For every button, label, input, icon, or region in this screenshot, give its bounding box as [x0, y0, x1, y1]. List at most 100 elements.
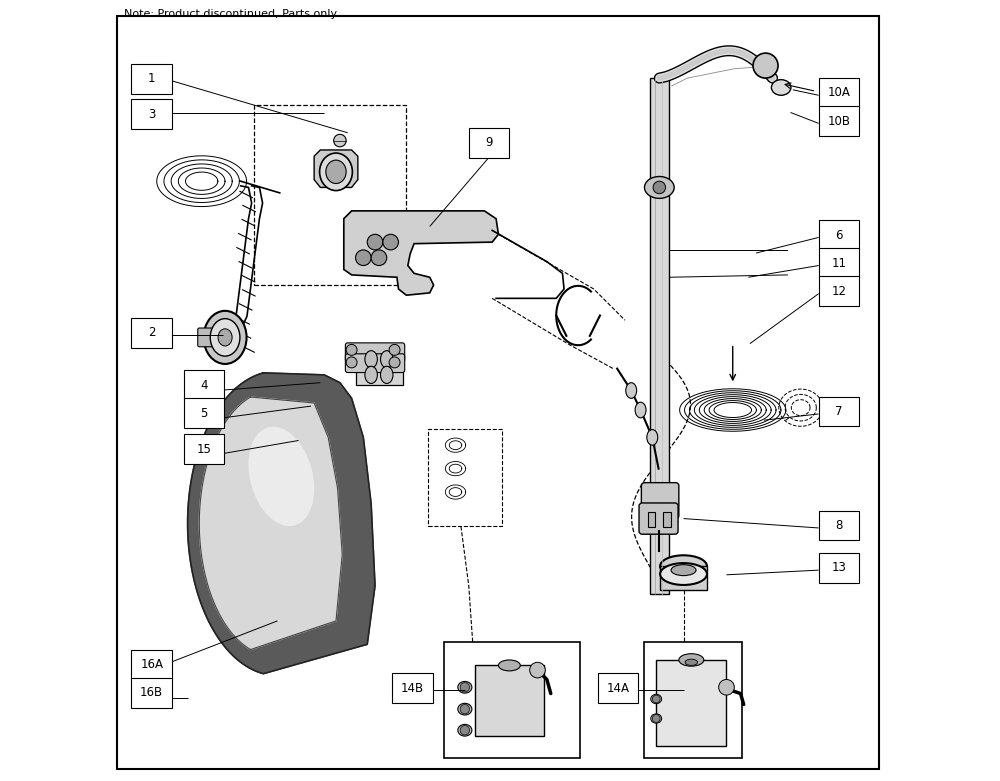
FancyBboxPatch shape [644, 642, 742, 758]
Circle shape [652, 715, 660, 722]
FancyBboxPatch shape [184, 370, 224, 400]
Circle shape [346, 344, 357, 355]
Text: 16B: 16B [140, 686, 163, 699]
Ellipse shape [204, 311, 247, 364]
FancyBboxPatch shape [641, 483, 679, 519]
FancyBboxPatch shape [131, 650, 172, 679]
FancyBboxPatch shape [117, 16, 879, 769]
FancyBboxPatch shape [819, 78, 859, 108]
Text: 16A: 16A [140, 658, 163, 671]
FancyBboxPatch shape [819, 106, 859, 136]
Text: 14B: 14B [401, 682, 424, 694]
Ellipse shape [651, 714, 662, 723]
FancyBboxPatch shape [345, 343, 405, 362]
Text: 15: 15 [197, 443, 211, 455]
Ellipse shape [626, 383, 637, 398]
FancyBboxPatch shape [656, 660, 726, 746]
Text: 6: 6 [835, 229, 843, 241]
Text: 9: 9 [485, 137, 493, 149]
FancyBboxPatch shape [198, 328, 215, 347]
FancyBboxPatch shape [475, 665, 544, 736]
FancyBboxPatch shape [819, 276, 859, 306]
Text: 2: 2 [148, 326, 155, 339]
FancyBboxPatch shape [598, 673, 638, 703]
FancyBboxPatch shape [345, 354, 405, 373]
Circle shape [389, 357, 400, 368]
Circle shape [460, 704, 470, 714]
FancyBboxPatch shape [819, 220, 859, 250]
Ellipse shape [458, 703, 472, 715]
Ellipse shape [326, 160, 346, 184]
Text: 1: 1 [148, 73, 155, 85]
Polygon shape [344, 211, 498, 295]
Circle shape [334, 134, 346, 147]
Text: 11: 11 [831, 257, 846, 269]
FancyBboxPatch shape [469, 128, 509, 158]
FancyBboxPatch shape [819, 511, 859, 540]
Text: 3: 3 [148, 108, 155, 120]
Ellipse shape [685, 659, 698, 665]
Circle shape [371, 250, 387, 266]
Polygon shape [188, 373, 375, 674]
Circle shape [719, 679, 734, 695]
Ellipse shape [458, 681, 472, 694]
FancyBboxPatch shape [819, 248, 859, 278]
Circle shape [652, 695, 660, 703]
Circle shape [389, 344, 400, 355]
Circle shape [530, 662, 545, 678]
Ellipse shape [644, 177, 674, 198]
Circle shape [460, 726, 470, 735]
Circle shape [753, 53, 778, 78]
Text: 12: 12 [831, 285, 846, 298]
Ellipse shape [671, 565, 696, 576]
FancyBboxPatch shape [819, 397, 859, 426]
FancyBboxPatch shape [663, 512, 671, 527]
Circle shape [346, 357, 357, 368]
Ellipse shape [498, 660, 520, 671]
Text: 14A: 14A [606, 682, 629, 694]
FancyBboxPatch shape [650, 78, 669, 594]
Ellipse shape [635, 402, 646, 418]
Ellipse shape [647, 430, 658, 445]
FancyBboxPatch shape [639, 503, 678, 534]
Ellipse shape [679, 654, 704, 666]
FancyBboxPatch shape [660, 566, 707, 590]
FancyBboxPatch shape [444, 642, 580, 758]
Ellipse shape [651, 694, 662, 704]
Text: 13: 13 [832, 562, 846, 574]
Circle shape [356, 250, 371, 266]
FancyBboxPatch shape [648, 512, 655, 527]
Ellipse shape [381, 351, 393, 368]
Ellipse shape [365, 366, 377, 383]
Circle shape [367, 234, 383, 250]
Circle shape [653, 181, 666, 194]
Polygon shape [199, 397, 342, 650]
Ellipse shape [365, 351, 377, 368]
Text: 5: 5 [200, 407, 208, 419]
FancyBboxPatch shape [131, 64, 172, 94]
FancyBboxPatch shape [184, 398, 224, 428]
Ellipse shape [381, 366, 393, 383]
FancyBboxPatch shape [131, 678, 172, 708]
Ellipse shape [210, 319, 240, 356]
FancyBboxPatch shape [131, 99, 172, 129]
FancyBboxPatch shape [392, 673, 433, 703]
Text: 4: 4 [200, 379, 208, 391]
Ellipse shape [248, 426, 314, 526]
FancyBboxPatch shape [131, 318, 172, 348]
FancyBboxPatch shape [819, 553, 859, 583]
Ellipse shape [771, 80, 791, 95]
Text: 10B: 10B [827, 115, 850, 127]
Text: 10A: 10A [828, 87, 850, 99]
Ellipse shape [660, 555, 707, 577]
Text: 8: 8 [835, 519, 843, 532]
Ellipse shape [660, 563, 707, 585]
FancyBboxPatch shape [184, 434, 224, 464]
Circle shape [460, 683, 470, 692]
Text: Note: Product discontinued, Parts only: Note: Product discontinued, Parts only [124, 9, 337, 20]
Ellipse shape [218, 329, 232, 346]
Polygon shape [314, 150, 358, 187]
Ellipse shape [458, 725, 472, 736]
FancyBboxPatch shape [356, 349, 403, 385]
Text: 7: 7 [835, 405, 843, 418]
